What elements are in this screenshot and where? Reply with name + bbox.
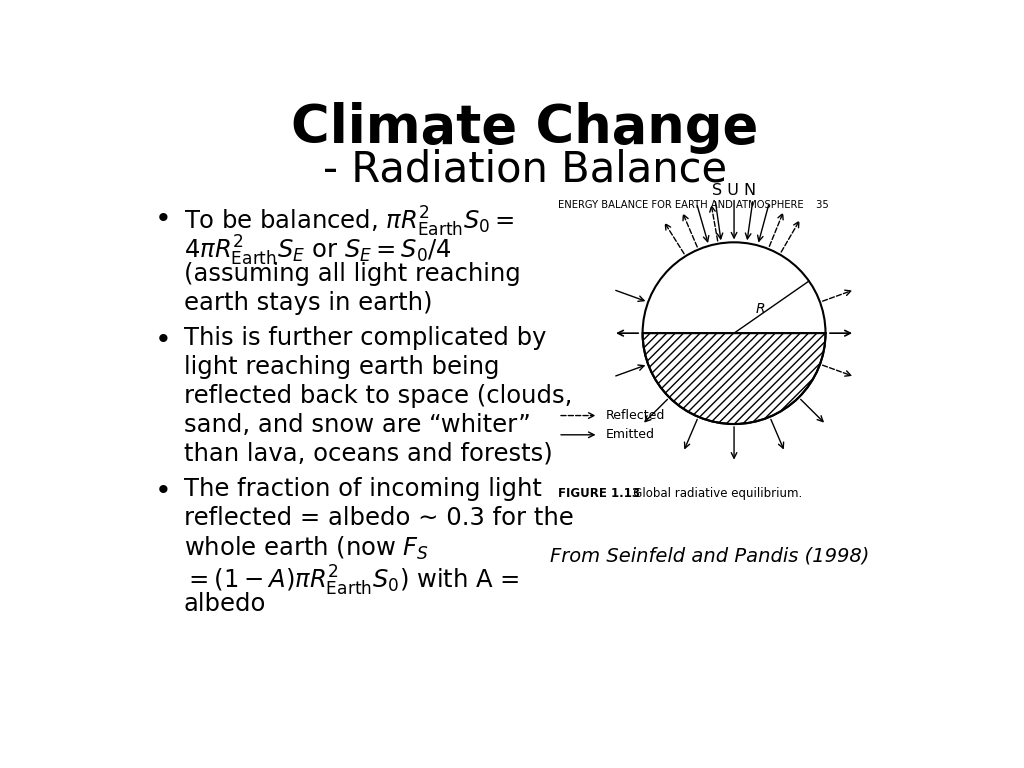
Text: reflected back to space (clouds,: reflected back to space (clouds, <box>183 384 572 408</box>
Text: whole earth (now $F_S$: whole earth (now $F_S$ <box>183 535 429 561</box>
Text: Emitted: Emitted <box>606 429 655 442</box>
Text: than lava, oceans and forests): than lava, oceans and forests) <box>183 442 553 465</box>
Text: albedo: albedo <box>183 592 266 616</box>
Text: •: • <box>155 204 172 233</box>
Text: - Radiation Balance: - Radiation Balance <box>323 148 727 190</box>
Text: light reaching earth being: light reaching earth being <box>183 355 500 379</box>
Text: This is further complicated by: This is further complicated by <box>183 326 546 350</box>
Text: •: • <box>155 326 172 354</box>
Text: Global radiative equilibrium.: Global radiative equilibrium. <box>622 487 802 500</box>
Text: reflected = albedo ∼ 0.3 for the: reflected = albedo ∼ 0.3 for the <box>183 505 573 530</box>
Text: $4\pi R_{\mathrm{Earth}}^{2}S_E$ or $S_E = S_0/4$: $4\pi R_{\mathrm{Earth}}^{2}S_E$ or $S_E… <box>183 233 452 268</box>
Text: S U N: S U N <box>712 183 756 197</box>
Text: (assuming all light reaching: (assuming all light reaching <box>183 263 520 286</box>
Text: $= (1 - A)\pi R_{\mathrm{Earth}}^{2}S_0$) with A =: $= (1 - A)\pi R_{\mathrm{Earth}}^{2}S_0$… <box>183 564 519 598</box>
Text: •: • <box>155 477 172 505</box>
Text: ENERGY BALANCE FOR EARTH AND ATMOSPHERE    35: ENERGY BALANCE FOR EARTH AND ATMOSPHERE … <box>558 200 828 210</box>
Wedge shape <box>643 333 825 424</box>
Text: earth stays in earth): earth stays in earth) <box>183 291 432 315</box>
Text: From Seinfeld and Pandis (1998): From Seinfeld and Pandis (1998) <box>550 547 869 565</box>
Text: Reflected: Reflected <box>606 409 666 422</box>
Text: sand, and snow are “whiter”: sand, and snow are “whiter” <box>183 413 530 437</box>
Text: The fraction of incoming light: The fraction of incoming light <box>183 477 542 501</box>
Text: Climate Change: Climate Change <box>291 102 759 154</box>
Text: FIGURE 1.13: FIGURE 1.13 <box>558 487 640 500</box>
Text: To be balanced, $\pi R_{\mathrm{Earth}}^{2}S_0 =$: To be balanced, $\pi R_{\mathrm{Earth}}^… <box>183 204 514 239</box>
Text: R: R <box>756 303 765 316</box>
